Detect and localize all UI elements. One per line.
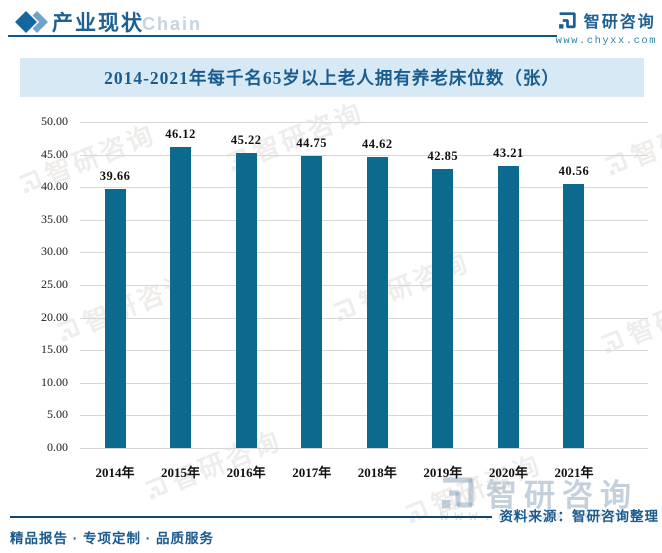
data-source: 资料来源：智研咨询整理: [499, 509, 659, 524]
section-diamond-icon: [13, 9, 48, 35]
bar: [432, 168, 454, 448]
bar-value-label: 43.21: [493, 146, 524, 161]
brand-logo: 智研咨询 www.chyxx.com: [556, 8, 657, 47]
x-axis-label: 2020年: [488, 465, 528, 480]
y-axis-label: 10.00: [41, 374, 68, 389]
bar: [170, 147, 192, 448]
x-axis-label: 2019年: [423, 465, 463, 480]
bar-value-label: 40.56: [558, 163, 590, 178]
bar-value-label: 42.85: [427, 148, 459, 163]
x-axis-label: 2021年: [554, 465, 594, 480]
gridline: [80, 219, 648, 221]
brand-name: 智研咨询: [583, 14, 656, 31]
gridline: [80, 252, 648, 254]
gridline: [80, 285, 648, 286]
y-axis-label: 50.00: [41, 114, 68, 128]
bar-value-label: 44.62: [361, 137, 393, 152]
chart-title-band: 2014-2021年每千名65岁以上老人拥有养老床位数（张）: [20, 58, 644, 97]
bar-value-label: 44.75: [296, 136, 328, 151]
chain-watermark: Chain: [142, 14, 203, 34]
zhiyan-maze-icon: [558, 11, 576, 29]
y-axis-label: 45.00: [41, 146, 68, 161]
y-axis-label: 35.00: [41, 211, 68, 226]
bar: [104, 189, 126, 448]
bar-value-label: 39.66: [99, 169, 131, 184]
chart-title: 2014-2021年每千名65岁以上老人拥有养老床位数（张）: [104, 68, 560, 88]
section-title: 产业现状: [52, 12, 144, 35]
gridline: [80, 415, 648, 417]
gridline: [80, 350, 648, 352]
y-axis-label: 20.00: [41, 309, 68, 324]
header-divider: [8, 35, 557, 37]
footer-divider: [10, 516, 492, 518]
bar: [301, 156, 323, 448]
x-axis-label: 2015年: [161, 465, 201, 480]
footer-slogan: 精品报告 · 专项定制 · 品质服务: [10, 531, 214, 546]
gridline: [80, 382, 648, 384]
gridline: [80, 187, 648, 189]
bar: [366, 157, 388, 448]
x-axis-label: 2018年: [357, 465, 397, 480]
x-axis-label: 2017年: [292, 465, 332, 480]
bar: [563, 183, 585, 448]
gridline: [80, 154, 648, 156]
y-axis-label: 0.00: [47, 440, 68, 454]
y-axis-label: 40.00: [41, 179, 68, 194]
gridline: [80, 448, 648, 449]
bar: [235, 153, 257, 448]
bar-value-label: 45.22: [230, 133, 262, 148]
x-axis-label: 2014年: [95, 465, 135, 480]
gridline: [80, 122, 648, 123]
y-axis-label: 15.00: [41, 342, 68, 357]
gridline: [80, 317, 648, 319]
brand-url: www.chyxx.com: [555, 35, 657, 47]
x-axis-label: 2016年: [226, 465, 266, 480]
y-axis-label: 5.00: [47, 407, 68, 422]
bar: [497, 166, 519, 448]
y-axis-label: 30.00: [41, 244, 68, 259]
bar-value-label: 46.12: [165, 127, 196, 142]
y-axis-label: 25.00: [41, 277, 68, 291]
